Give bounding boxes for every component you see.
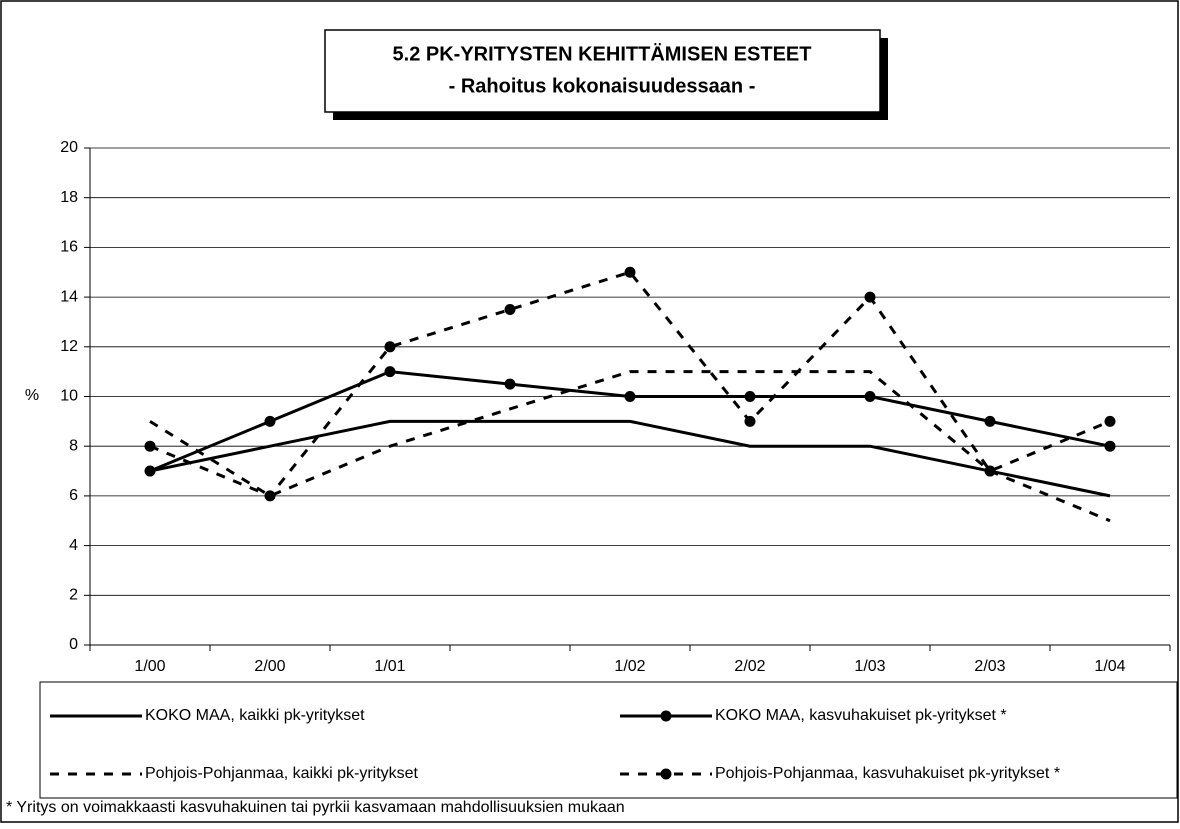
- x-tick-label: 1/03: [854, 658, 885, 675]
- x-tick-label: 1/02: [614, 658, 645, 675]
- legend-label: Pohjois-Pohjanmaa, kasvuhakuiset pk-yrit…: [715, 765, 1060, 782]
- x-tick-label: 1/04: [1094, 658, 1125, 675]
- y-tick-label: 4: [69, 537, 78, 554]
- series-marker: [504, 304, 516, 316]
- y-tick-label: 12: [60, 338, 78, 355]
- chart-subtitle: - Rahoitus kokonaisuudessaan -: [449, 75, 756, 97]
- y-tick-label: 6: [69, 487, 78, 504]
- series-line: [149, 370, 1111, 523]
- series-marker: [984, 415, 996, 427]
- series-marker: [744, 415, 756, 427]
- legend-label: KOKO MAA, kasvuhakuiset pk-yritykset *: [715, 707, 1007, 724]
- legend-label: Pohjois-Pohjanmaa, kaikki pk-yritykset: [145, 765, 419, 782]
- chart-title: 5.2 PK-YRITYSTEN KEHITTÄMISEN ESTEET: [393, 42, 812, 65]
- y-tick-label: 20: [60, 139, 78, 156]
- x-tick-label: 2/00: [254, 658, 285, 675]
- y-tick-label: 0: [69, 636, 78, 653]
- y-axis-label: %: [25, 387, 39, 404]
- series-marker: [144, 465, 156, 477]
- series-marker: [624, 391, 636, 402]
- series-marker: [984, 465, 996, 477]
- series-marker: [864, 291, 876, 303]
- y-tick-label: 8: [69, 437, 78, 454]
- series-line: [149, 419, 1111, 498]
- series-marker: [384, 366, 396, 378]
- series-marker: [1104, 440, 1116, 452]
- series-marker: [744, 391, 756, 402]
- series-marker: [1104, 415, 1116, 427]
- x-tick-label: 2/03: [974, 658, 1005, 675]
- series-marker: [624, 266, 636, 278]
- series-marker: [264, 415, 276, 427]
- series-marker: [144, 440, 156, 452]
- x-tick-label: 1/01: [374, 658, 405, 675]
- series-marker: [504, 378, 516, 390]
- legend-marker: [660, 710, 672, 722]
- y-tick-label: 10: [60, 388, 78, 405]
- y-tick-label: 18: [60, 189, 78, 206]
- y-tick-label: 16: [60, 239, 78, 256]
- y-tick-label: 14: [60, 288, 78, 305]
- legend-label: KOKO MAA, kaikki pk-yritykset: [145, 707, 365, 724]
- series-marker: [864, 391, 876, 402]
- title-box: [324, 29, 881, 113]
- legend-box: [39, 681, 1178, 799]
- x-tick-label: 2/02: [734, 658, 765, 675]
- series-marker: [384, 341, 396, 353]
- y-tick-label: 2: [69, 587, 78, 604]
- x-tick-label: 1/00: [134, 658, 165, 675]
- footnote: * Yritys on voimakkaasti kasvuhakuinen t…: [6, 799, 625, 816]
- series-marker: [264, 490, 276, 502]
- legend-marker: [660, 768, 672, 780]
